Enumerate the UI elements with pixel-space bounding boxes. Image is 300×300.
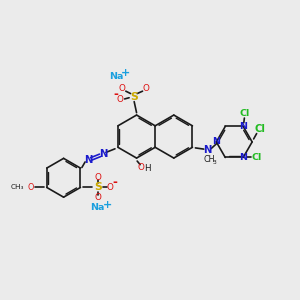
Text: -: - <box>113 88 118 101</box>
Text: O: O <box>107 183 114 192</box>
Text: N: N <box>84 155 92 166</box>
Text: Cl: Cl <box>251 153 262 162</box>
Text: -: - <box>112 176 118 189</box>
Text: Cl: Cl <box>254 124 265 134</box>
Text: H: H <box>144 164 151 173</box>
Text: O: O <box>142 84 149 93</box>
Text: S: S <box>94 182 102 193</box>
Text: O: O <box>119 84 126 93</box>
Text: Na: Na <box>109 72 123 81</box>
Text: S: S <box>130 92 138 102</box>
Text: O: O <box>137 163 144 172</box>
Text: O: O <box>94 194 101 202</box>
Text: Na: Na <box>91 203 105 212</box>
Text: N: N <box>239 153 247 162</box>
Text: Cl: Cl <box>240 110 250 118</box>
Text: O: O <box>117 95 124 104</box>
Text: N: N <box>99 149 107 159</box>
Text: N: N <box>212 137 220 146</box>
Text: +: + <box>121 68 130 78</box>
Text: N: N <box>239 122 247 131</box>
Text: CH: CH <box>203 155 214 164</box>
Text: O: O <box>94 172 101 182</box>
Text: N: N <box>203 145 212 155</box>
Text: O: O <box>27 183 34 192</box>
Text: +: + <box>103 200 112 210</box>
Text: 3: 3 <box>213 160 216 165</box>
Text: CH₃: CH₃ <box>11 184 25 190</box>
